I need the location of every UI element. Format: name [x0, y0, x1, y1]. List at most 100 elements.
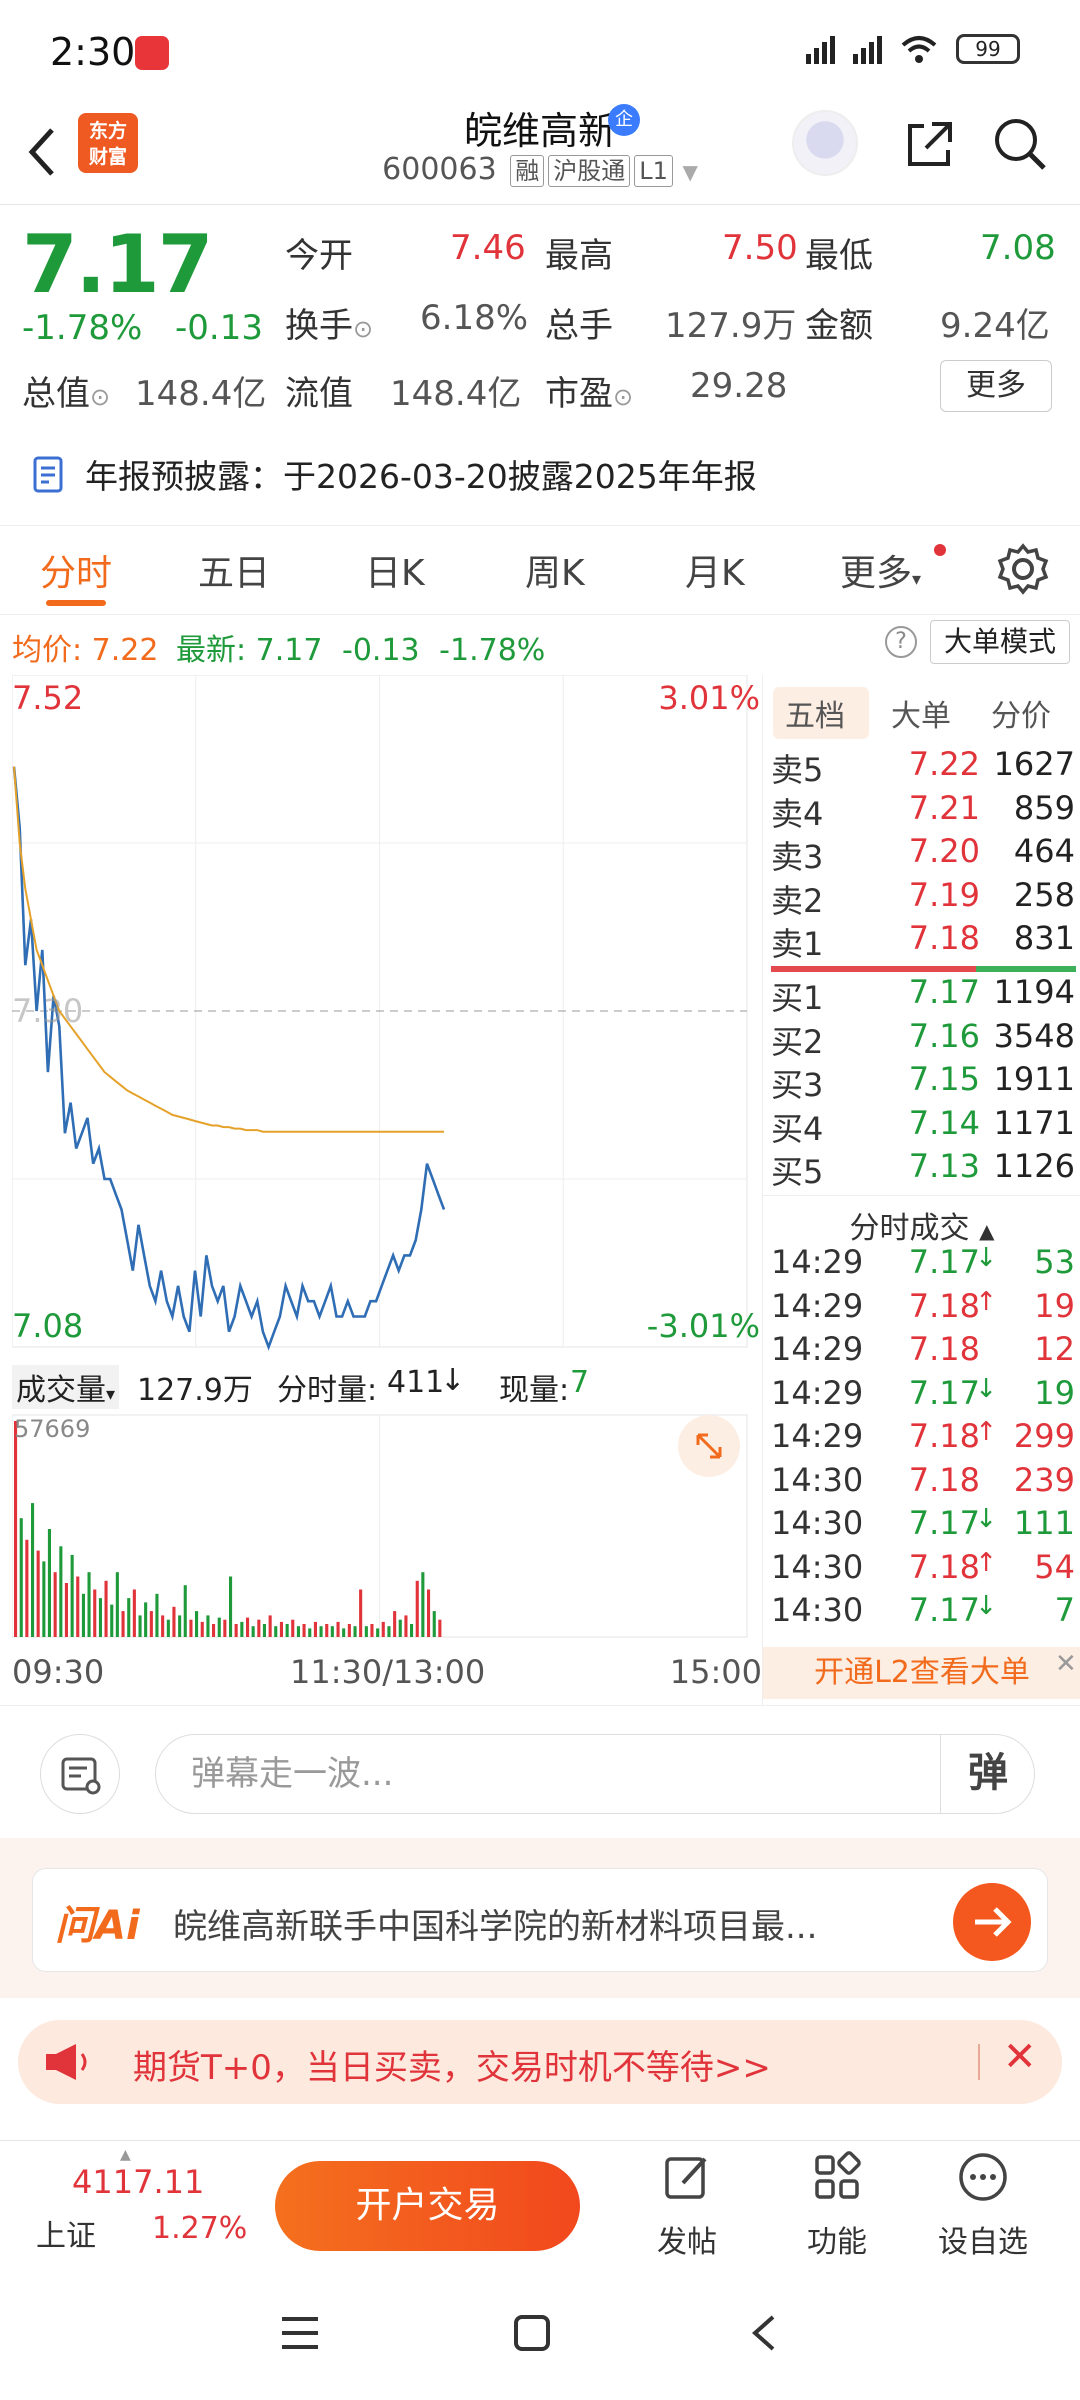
tab-monthly-k[interactable]: 月K [685, 553, 745, 594]
stock-code-row[interactable]: 600063 融沪股通 L1 ▼ [0, 152, 1080, 187]
verified-badge: 企 [608, 104, 640, 136]
volume-bar [183, 1585, 187, 1637]
list-gear-glyph [61, 1757, 101, 1795]
volume-bar [25, 1539, 29, 1637]
volume-bar [115, 1572, 119, 1637]
book-tab-five-levels[interactable]: 五档 [785, 699, 845, 734]
volume-bar [308, 1628, 312, 1637]
trade-time: 14:29 [771, 1330, 864, 1368]
tab-more[interactable]: 更多▾ [840, 544, 921, 596]
minute-volume-label: 分时量: [277, 1373, 378, 1408]
value-pe: 29.28 [690, 366, 788, 406]
volume-bar [330, 1626, 334, 1637]
menu-icon[interactable] [280, 2313, 320, 2353]
ai-question-box[interactable]: 问Ai 皖维高新联手中国科学院的新材料项目最... [32, 1868, 1048, 1972]
info-icon: ⊙ [353, 315, 374, 343]
big-order-mode-button[interactable]: 大单模式 [930, 620, 1070, 664]
ask-row: 卖1 7.18 831 [771, 919, 1075, 963]
label-pe[interactable]: 市盈⊙ [545, 366, 633, 415]
functions-button[interactable]: 功能 [782, 2149, 892, 2261]
level-label: 买4 [771, 1109, 824, 1148]
volume-bar [70, 1554, 74, 1637]
l2-upgrade-banner[interactable]: 开通L2查看大单 [763, 1647, 1080, 1699]
book-tab-big-orders[interactable]: 大单 [891, 699, 951, 734]
open-account-trade-button[interactable]: 开户交易 [275, 2161, 580, 2251]
signal-icon [806, 34, 835, 64]
volume-bar [262, 1624, 266, 1637]
volume-bar [223, 1619, 227, 1637]
trade-volume: 54 [1034, 1547, 1075, 1586]
tab-five-day[interactable]: 五日 [198, 553, 271, 594]
tab-intraday[interactable]: 分时 [40, 553, 113, 594]
danmaku-input[interactable]: 弹幕走一波... [155, 1734, 1035, 1814]
level-price: 7.19 [908, 875, 980, 914]
trade-row: 14:29 7.18 12 [771, 1330, 1075, 1374]
danmaku-toggle-button[interactable]: 弹 [940, 1734, 1035, 1814]
volume-dropdown[interactable]: 成交量▾ [12, 1365, 120, 1409]
grid-icon [815, 2151, 861, 2199]
trade-row: 14:30 7.17 111 ↓ [771, 1504, 1075, 1548]
level-price: 7.14 [908, 1103, 980, 1142]
value-total-volume: 127.9万 [665, 306, 797, 346]
functions-label: 功能 [807, 2225, 867, 2260]
volume-bar [217, 1617, 221, 1637]
volume-bar [206, 1615, 210, 1637]
trade-time: 14:29 [771, 1373, 864, 1412]
close-icon[interactable]: ✕ [1003, 2034, 1037, 2080]
tab-weekly-k[interactable]: 周K [525, 553, 585, 594]
volume-bar [149, 1611, 153, 1637]
caret-up-icon: ▲ [979, 1219, 995, 1243]
change-amount: -0.13 [175, 308, 263, 348]
trades-title[interactable]: 分时成交 ▲ [763, 1203, 1080, 1247]
expand-icon[interactable] [678, 1415, 740, 1477]
ask-row: 卖4 7.21 859 [771, 789, 1075, 833]
trade-time: 14:30 [771, 1504, 864, 1542]
volume-bar [195, 1611, 199, 1637]
tab-daily-k[interactable]: 日K [365, 553, 425, 594]
home-icon[interactable] [512, 2313, 552, 2353]
futures-promo-banner[interactable]: 期货T+0，当日买卖，交易时机不等待>> ✕ [18, 2020, 1062, 2104]
trade-volume: 299 [1013, 1417, 1075, 1455]
help-icon[interactable]: ? [885, 626, 917, 658]
bottom-bar: ▲ 4117.11 上证 1.27% 开户交易 发帖 功能 设自选 [0, 2140, 1080, 2268]
danmaku-settings-icon[interactable] [40, 1734, 120, 1814]
label-total-volume: 总手 [545, 306, 613, 346]
add-watchlist-button[interactable]: 设自选 [928, 2149, 1038, 2261]
latest-label: 最新: [176, 633, 247, 668]
volume-bar [166, 1619, 170, 1637]
bid-row: 买3 7.15 1911 [771, 1060, 1075, 1104]
gear-icon[interactable] [995, 541, 1051, 597]
current-price: 7.17 [22, 218, 213, 311]
level-label: 买2 [771, 1022, 824, 1061]
book-tab-price-dist[interactable]: 分价 [991, 699, 1051, 734]
trade-volume: 19 [1034, 1286, 1075, 1325]
ai-go-button[interactable] [953, 1883, 1031, 1961]
volume-bar [404, 1615, 408, 1637]
post-button[interactable]: 发帖 [632, 2149, 742, 2261]
bid-row: 买4 7.14 1171 [771, 1104, 1075, 1148]
level-volume: 1194 [993, 973, 1075, 1011]
assistant-avatar[interactable] [792, 110, 858, 176]
ai-section: 问Ai 皖维高新联手中国科学院的新材料项目最... [0, 1838, 1080, 1998]
intraday-chart[interactable]: 7.52 3.01% 7.30 7.08 -3.01% 成交量▾ 127.9万 … [12, 675, 762, 1705]
close-icon[interactable]: ✕ [1055, 1649, 1077, 1679]
volume-bar [31, 1503, 35, 1637]
label-turnover[interactable]: 换手⊙ [285, 298, 373, 347]
active-tab-underline [46, 600, 106, 606]
share-icon[interactable] [900, 114, 960, 174]
index-value[interactable]: 4117.11 [72, 2163, 205, 2201]
volume-bar [200, 1621, 204, 1637]
back-icon[interactable] [22, 122, 62, 182]
value-low: 7.08 [980, 228, 1056, 268]
label-market-cap[interactable]: 总值⊙ [22, 366, 110, 415]
more-button[interactable]: 更多 [940, 360, 1052, 412]
trade-time: 14:30 [771, 1547, 864, 1586]
search-icon[interactable] [990, 114, 1050, 174]
level-volume: 258 [1013, 875, 1075, 914]
promo-separator [978, 2044, 980, 2080]
annual-report-notice[interactable]: 年报预披露：于2026-03-20披露2025年年报 [85, 457, 757, 496]
back-nav-icon[interactable] [745, 2313, 785, 2353]
volume-bar [76, 1576, 80, 1637]
volume-bar [302, 1624, 306, 1637]
app-logo[interactable]: 东方 财富 [78, 113, 138, 173]
